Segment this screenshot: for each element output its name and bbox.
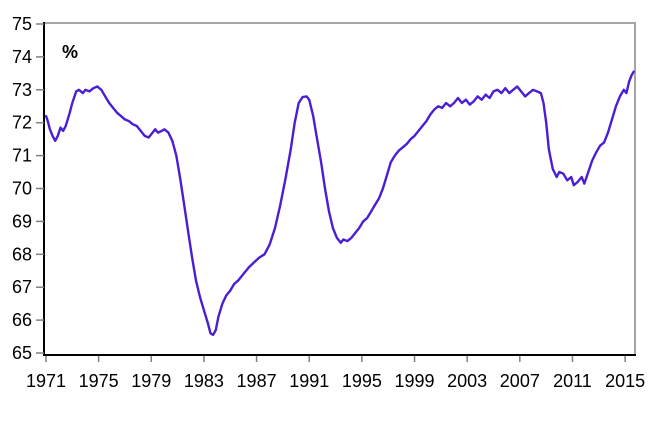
x-tick-label: 1995: [342, 371, 382, 391]
y-tick-label: 72: [12, 113, 32, 133]
data-series-line: [44, 70, 635, 337]
y-axis-ticks: [36, 23, 44, 354]
y-tick-label: 74: [12, 47, 32, 67]
x-axis-ticks: [45, 356, 626, 362]
y-tick-label: 66: [12, 310, 32, 330]
y-tick-label: 65: [12, 343, 32, 363]
x-tick-label: 1979: [131, 371, 171, 391]
y-tick-label: 75: [12, 14, 32, 34]
x-tick-label: 1991: [289, 371, 329, 391]
x-axis-labels: 1971 1975 1979 1983 1987 1991 1995 1999 2003 2007…: [26, 371, 645, 391]
unit-label: %: [62, 42, 78, 62]
x-tick-label: 2011: [553, 371, 592, 391]
y-tick-label: 69: [12, 211, 32, 231]
x-tick-label: 2015: [605, 371, 645, 391]
x-tick-label: 2003: [447, 371, 487, 391]
y-tick-label: 70: [12, 179, 32, 199]
x-tick-label: 2007: [500, 371, 540, 391]
y-tick-label: 68: [12, 244, 32, 264]
y-tick-label: 71: [12, 146, 32, 166]
y-tick-label: 67: [12, 277, 32, 297]
x-tick-label: 1971: [26, 371, 66, 391]
y-axis-labels: 65 66 67 68 69 70 71 72 73 74 75: [12, 14, 32, 363]
x-tick-label: 1999: [395, 371, 435, 391]
x-tick-label: 1987: [237, 371, 277, 391]
y-tick-label: 73: [12, 80, 32, 100]
x-tick-label: 1983: [184, 371, 224, 391]
x-tick-label: 1975: [79, 371, 119, 391]
